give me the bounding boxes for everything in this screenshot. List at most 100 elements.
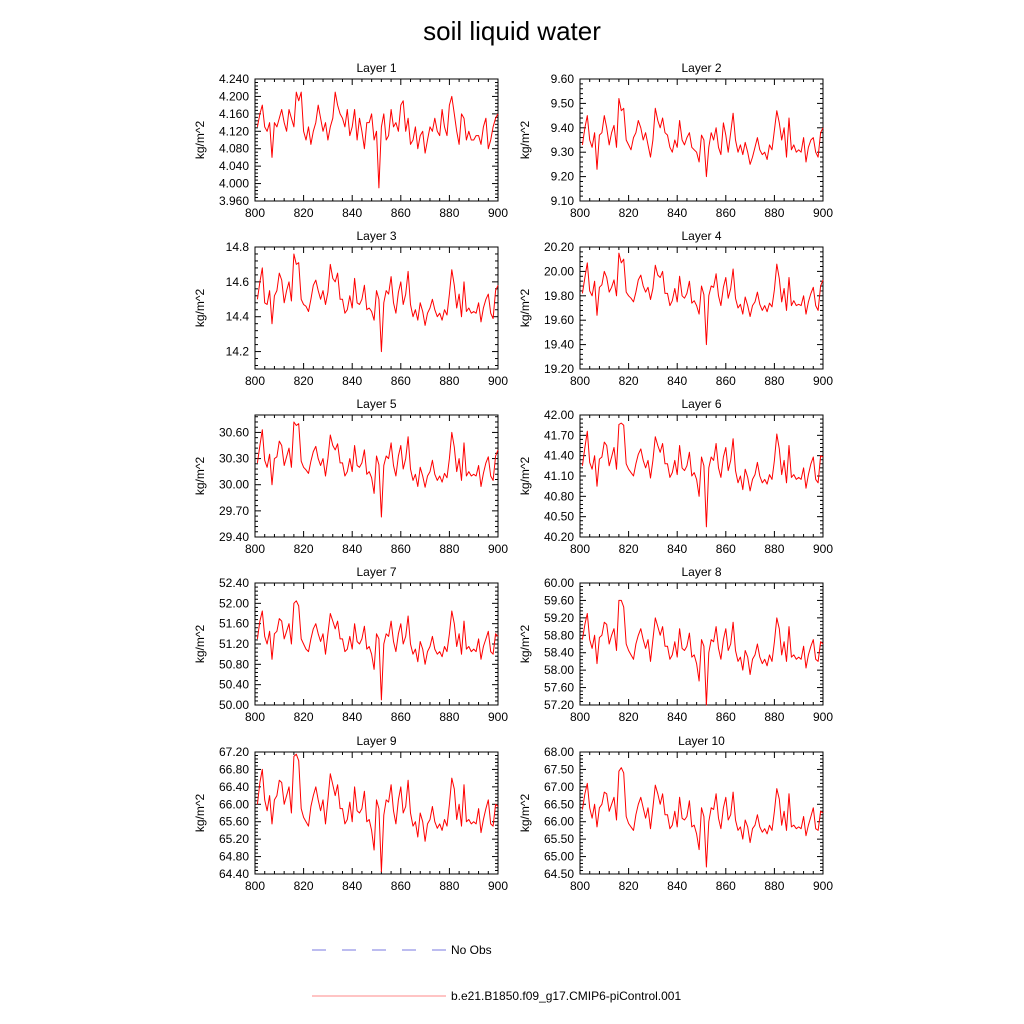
y-tick-label: 65.50 bbox=[544, 832, 574, 846]
y-tick-label: 4.200 bbox=[219, 89, 249, 103]
x-tick-label: 840 bbox=[667, 879, 687, 893]
y-tick-label: 51.60 bbox=[219, 617, 249, 631]
x-tick-label: 900 bbox=[813, 710, 833, 724]
y-tick-label: 9.40 bbox=[551, 121, 575, 135]
y-tick-label: 30.30 bbox=[219, 452, 249, 466]
series-line bbox=[581, 252, 824, 346]
panel-title: Layer 4 bbox=[681, 229, 721, 243]
y-tick-label: 9.50 bbox=[551, 96, 575, 110]
x-tick-label: 820 bbox=[619, 710, 639, 724]
y-tick-label: 50.40 bbox=[219, 678, 249, 692]
x-tick-label: 840 bbox=[667, 542, 687, 556]
y-tick-label: 3.960 bbox=[219, 194, 249, 208]
y-tick-label: 14.6 bbox=[226, 275, 250, 289]
x-tick-label: 820 bbox=[294, 206, 314, 220]
x-tick-label: 860 bbox=[716, 710, 736, 724]
x-tick-label: 840 bbox=[342, 206, 362, 220]
x-tick-label: 860 bbox=[716, 542, 736, 556]
x-tick-label: 840 bbox=[342, 710, 362, 724]
y-tick-label: 40.20 bbox=[544, 530, 574, 544]
y-tick-label: 66.50 bbox=[544, 797, 574, 811]
y-tick-label: 9.10 bbox=[551, 194, 575, 208]
y-tick-label: 19.80 bbox=[544, 289, 574, 303]
x-tick-label: 820 bbox=[619, 206, 639, 220]
x-tick-label: 840 bbox=[667, 710, 687, 724]
y-tick-label: 52.00 bbox=[219, 596, 249, 610]
chart-title: soil liquid water bbox=[423, 16, 601, 46]
y-tick-label: 58.80 bbox=[544, 628, 574, 642]
x-tick-label: 900 bbox=[488, 374, 508, 388]
y-tick-label: 67.50 bbox=[544, 762, 574, 776]
panel-4: Layer 4 800 820 840 860 880 900 19.20 19.40 19.60… bbox=[518, 229, 833, 388]
plot-frame bbox=[254, 751, 499, 875]
series-line bbox=[256, 753, 499, 873]
y-tick-label: 59.20 bbox=[544, 611, 574, 625]
x-tick-label: 880 bbox=[439, 374, 459, 388]
y-tick-label: 65.60 bbox=[219, 815, 249, 829]
y-tick-label: 4.240 bbox=[219, 72, 249, 86]
y-tick-label: 66.00 bbox=[544, 815, 574, 829]
x-tick-label: 820 bbox=[619, 542, 639, 556]
panel-3: Layer 3 800 820 840 860 880 900 14.2 14.4 14.6 14.… bbox=[193, 229, 508, 388]
panel-title: Layer 5 bbox=[356, 397, 396, 411]
x-tick-label: 880 bbox=[439, 542, 459, 556]
series-line bbox=[581, 422, 824, 528]
y-tick-label: 66.80 bbox=[219, 762, 249, 776]
y-tick-label: 60.00 bbox=[544, 576, 574, 590]
y-tick-label: 4.080 bbox=[219, 142, 249, 156]
y-tick-label: 66.40 bbox=[219, 780, 249, 794]
plot-frame bbox=[254, 414, 499, 538]
legend-label-obs: No Obs bbox=[451, 943, 492, 957]
y-tick-label: 64.80 bbox=[219, 850, 249, 864]
x-tick-label: 900 bbox=[813, 206, 833, 220]
y-tick-label: 4.000 bbox=[219, 177, 249, 191]
x-tick-label: 800 bbox=[245, 206, 265, 220]
y-tick-label: 20.20 bbox=[544, 240, 574, 254]
x-tick-label: 900 bbox=[813, 374, 833, 388]
x-tick-label: 860 bbox=[391, 206, 411, 220]
panel-2: Layer 2 800 820 840 860 880 900 9.10 9.20 9.30 9.4… bbox=[518, 61, 833, 220]
series-line bbox=[581, 599, 824, 706]
panel-title: Layer 2 bbox=[681, 61, 721, 75]
series-line bbox=[581, 767, 824, 868]
y-tick-label: 68.00 bbox=[544, 745, 574, 759]
x-tick-label: 800 bbox=[245, 542, 265, 556]
y-tick-label: 30.60 bbox=[219, 425, 249, 439]
y-tick-label: 52.40 bbox=[219, 576, 249, 590]
series-line bbox=[256, 253, 499, 353]
y-axis-label: kg/m^2 bbox=[518, 121, 532, 160]
y-tick-label: 4.160 bbox=[219, 107, 249, 121]
panel-title: Layer 3 bbox=[356, 229, 396, 243]
x-tick-label: 820 bbox=[619, 374, 639, 388]
x-tick-label: 800 bbox=[245, 710, 265, 724]
y-tick-label: 67.20 bbox=[219, 745, 249, 759]
x-tick-label: 860 bbox=[716, 206, 736, 220]
x-tick-label: 900 bbox=[488, 542, 508, 556]
x-tick-label: 880 bbox=[439, 879, 459, 893]
y-tick-label: 42.00 bbox=[544, 408, 574, 422]
plot-frame bbox=[579, 78, 824, 202]
y-axis-label: kg/m^2 bbox=[193, 794, 207, 833]
y-tick-label: 67.00 bbox=[544, 780, 574, 794]
panel-5: Layer 5 800 820 840 860 880 900 29.40 29.70 30.00… bbox=[193, 397, 508, 556]
y-tick-label: 9.30 bbox=[551, 145, 575, 159]
y-tick-label: 65.20 bbox=[219, 832, 249, 846]
panel-title: Layer 1 bbox=[356, 61, 396, 75]
panels-grid: Layer 1 800 820 840 860 880 900 3.960 4.000 4.040… bbox=[193, 61, 833, 893]
x-tick-label: 820 bbox=[294, 374, 314, 388]
panel-6: Layer 6 800 820 840 860 880 900 40.20 40.50 40.80… bbox=[518, 397, 833, 556]
x-tick-label: 860 bbox=[391, 542, 411, 556]
x-tick-label: 900 bbox=[813, 879, 833, 893]
y-tick-label: 20.00 bbox=[544, 264, 574, 278]
plot-frame bbox=[254, 78, 499, 202]
y-tick-label: 14.4 bbox=[226, 310, 250, 324]
y-tick-label: 66.00 bbox=[219, 797, 249, 811]
x-tick-label: 820 bbox=[294, 542, 314, 556]
y-axis-label: kg/m^2 bbox=[518, 289, 532, 328]
panel-10: Layer 10 800 820 840 860 880 900 64.50 65.00 65.5… bbox=[518, 734, 833, 893]
y-tick-label: 50.80 bbox=[219, 657, 249, 671]
x-tick-label: 800 bbox=[570, 879, 590, 893]
plot-frame bbox=[254, 246, 499, 370]
x-tick-label: 800 bbox=[245, 374, 265, 388]
